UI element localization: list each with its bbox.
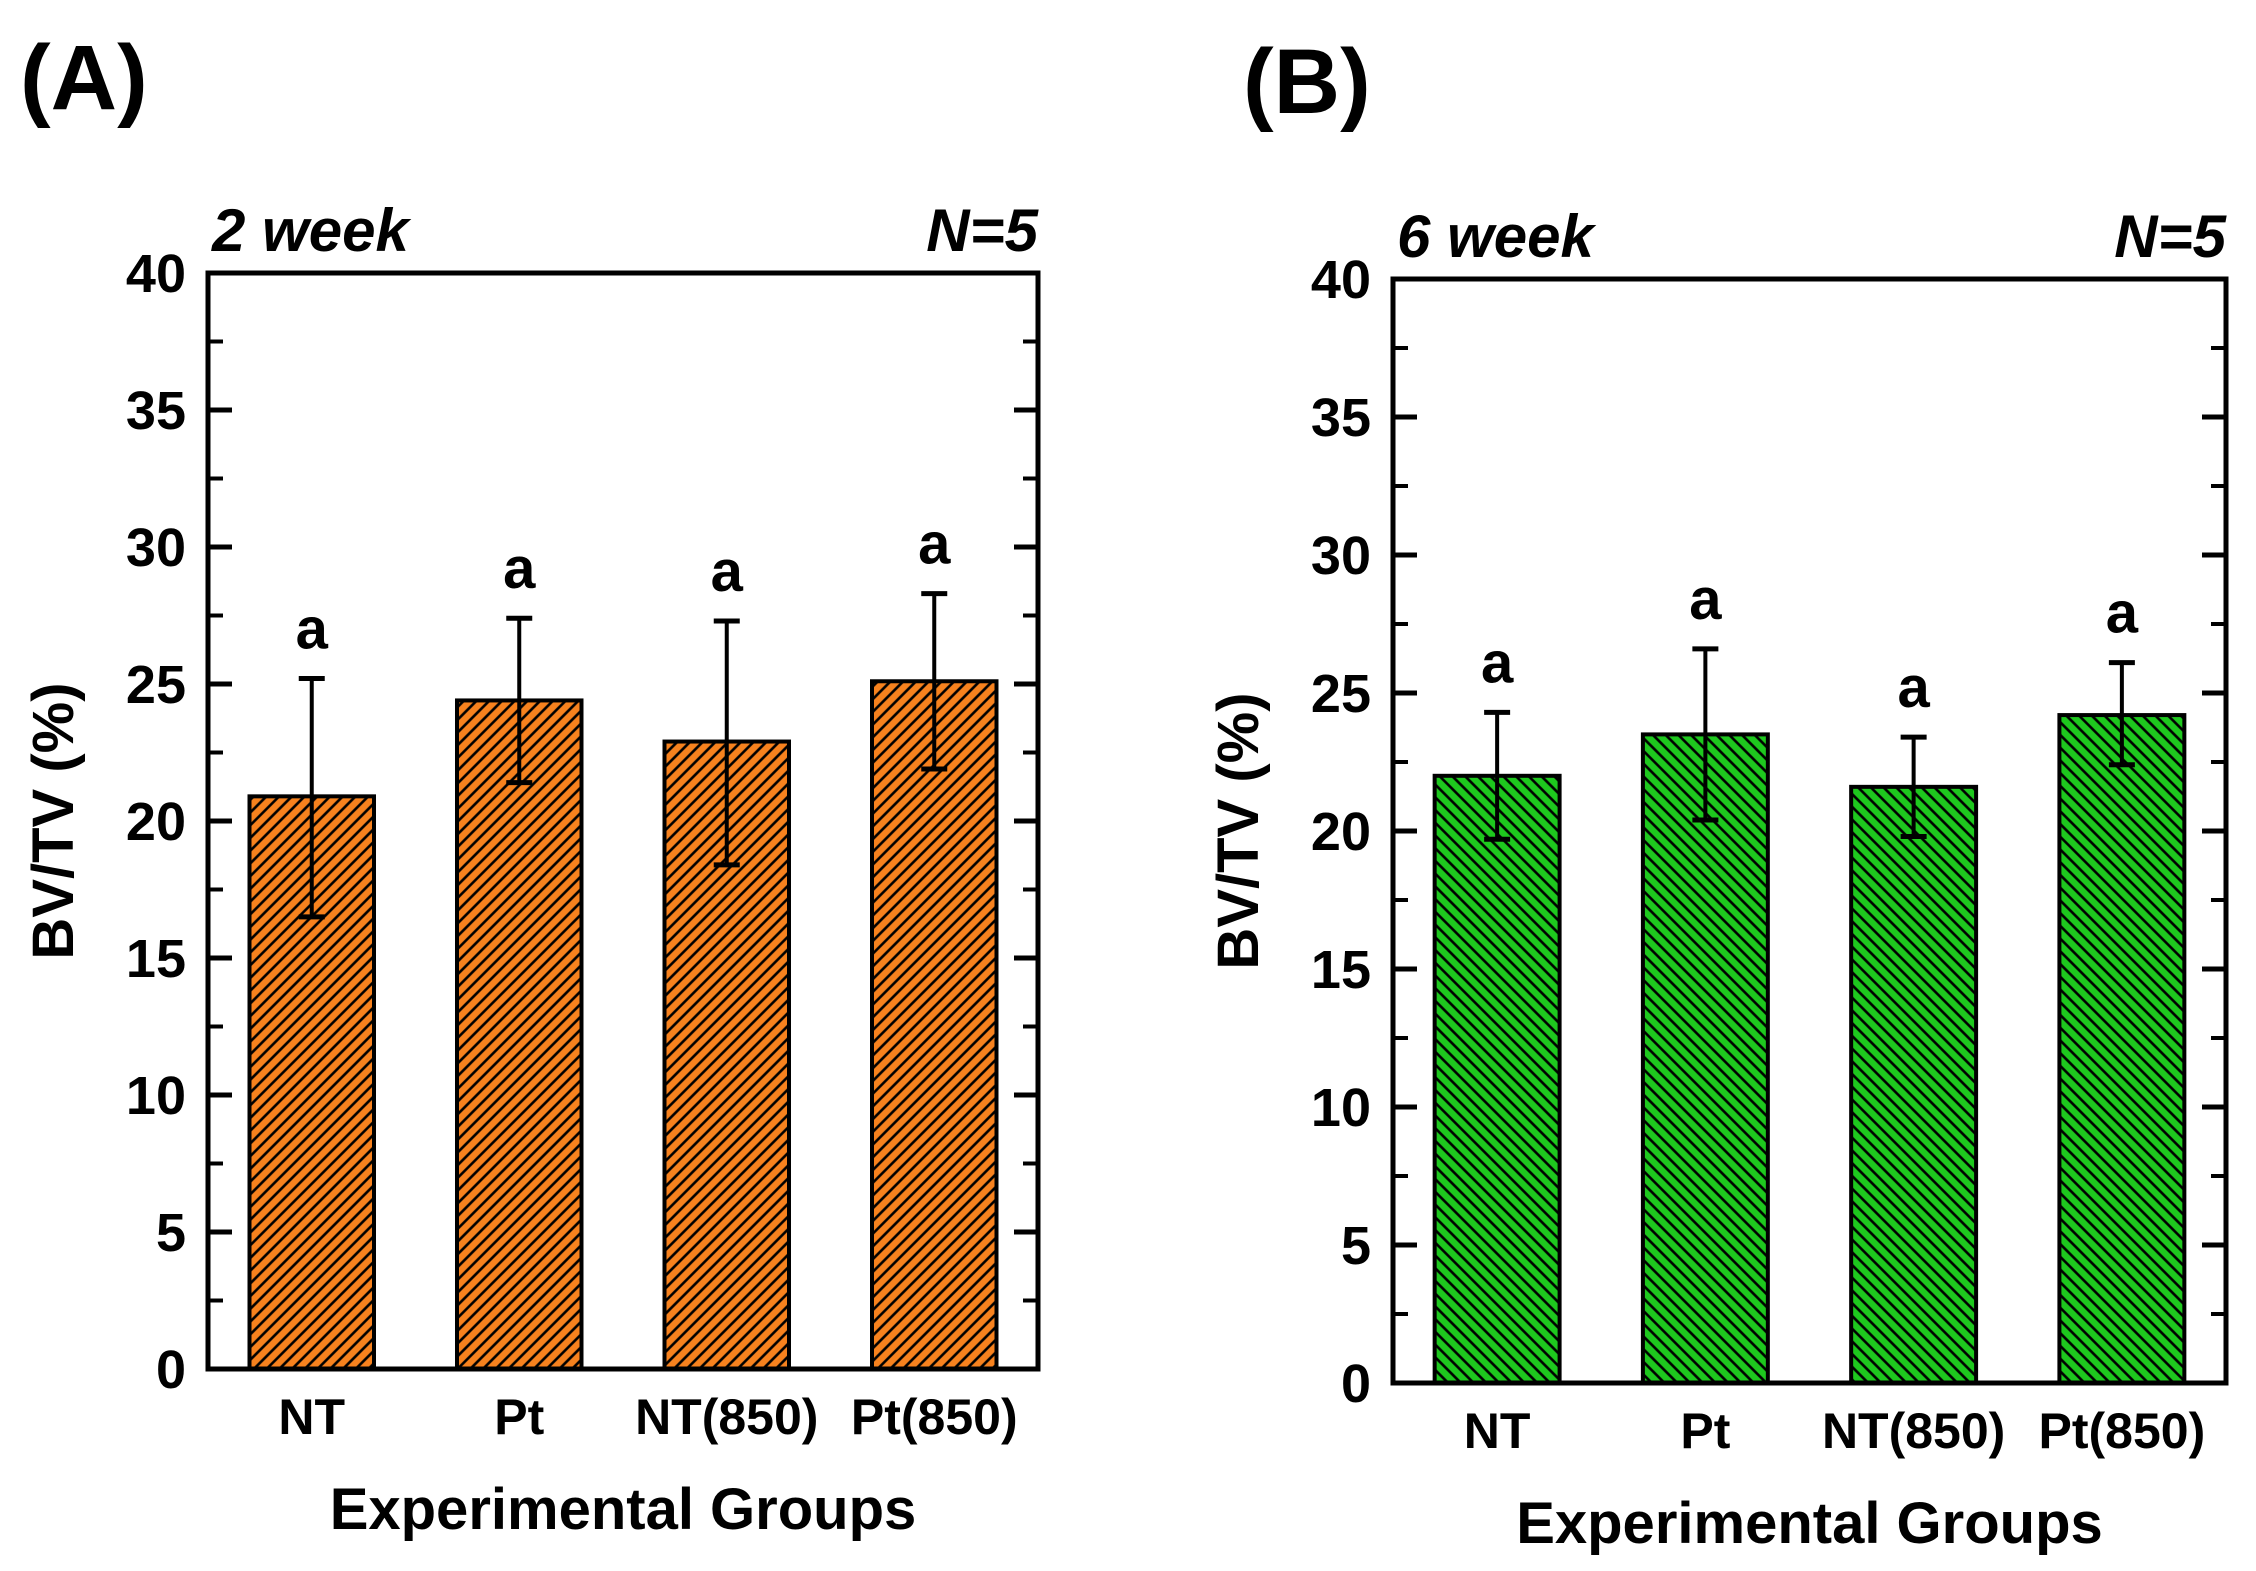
y-tick-label: 40 xyxy=(126,244,186,304)
category-label: NT(850) xyxy=(635,1389,818,1445)
error-bar xyxy=(1692,646,1719,823)
panel-b-chart: a NT a Pt a NT(850) a Pt(850) 0 5 10 15 20 25 30 35 40 6 … xyxy=(1206,203,2229,1556)
y-tick-label: 20 xyxy=(126,792,186,852)
error-bar xyxy=(921,591,948,772)
category-label: Pt(850) xyxy=(2039,1403,2206,1459)
bar-group-Pt: a Pt xyxy=(1640,567,1770,1459)
y-tick-label: 10 xyxy=(1311,1078,1371,1138)
bar-hatch xyxy=(872,681,997,1369)
error-bar xyxy=(298,676,325,920)
category-label: Pt xyxy=(1680,1403,1730,1459)
category-label: Pt xyxy=(494,1389,544,1445)
y-tick-label: 15 xyxy=(126,929,186,989)
bar-hatch xyxy=(1642,734,1768,1383)
plot-(A): a NT a Pt a NT(850) a Pt(850) 0 5 10 15 20 25 30 35 40 2 … xyxy=(21,197,1041,1542)
sig-letter: a xyxy=(296,597,329,662)
category-label: NT xyxy=(1464,1403,1531,1459)
sig-letter: a xyxy=(1689,567,1722,632)
n-label: N=5 xyxy=(926,197,1039,264)
bar-group-NT: a NT xyxy=(1432,630,1562,1459)
y-tick-label: 30 xyxy=(126,518,186,578)
n-label: N=5 xyxy=(2114,203,2227,270)
y-tick-label: 20 xyxy=(1311,802,1371,862)
y-axis-ticks: 0 5 10 15 20 25 30 35 40 xyxy=(1311,250,2224,1414)
category-label: NT xyxy=(278,1389,345,1445)
y-tick-label: 30 xyxy=(1311,526,1371,586)
y-axis-label: BV/TV (%) xyxy=(21,682,86,959)
bar-hatch xyxy=(1851,786,1977,1383)
bar-hatch xyxy=(2059,715,2185,1383)
y-tick-label: 10 xyxy=(126,1066,186,1126)
bar-group-NT(850): a NT(850) xyxy=(635,539,818,1445)
x-axis-label: Experimental Groups xyxy=(1516,1491,2103,1556)
y-tick-label: 5 xyxy=(156,1203,186,1263)
y-tick-label: 5 xyxy=(1341,1216,1371,1276)
panel-b-letter: (B) xyxy=(1243,31,1371,133)
x-axis-label: Experimental Groups xyxy=(330,1477,917,1542)
y-axis-ticks: 0 5 10 15 20 25 30 35 40 xyxy=(126,244,1036,1400)
sig-letter: a xyxy=(1481,630,1514,695)
plot-frame xyxy=(205,270,1041,1372)
y-tick-label: 0 xyxy=(156,1340,186,1400)
panel-a-letter: (A) xyxy=(20,27,148,129)
sig-letter: a xyxy=(918,512,951,577)
bar-hatch xyxy=(1434,775,1560,1383)
category-label: Pt(850) xyxy=(851,1389,1018,1445)
panel-title: 2 week xyxy=(211,197,411,264)
error-bar xyxy=(713,618,740,868)
panel-a-chart: a NT a Pt a NT(850) a Pt(850) 0 5 10 15 20 25 30 35 40 2 … xyxy=(21,197,1041,1542)
error-bar xyxy=(1900,734,1927,840)
bar-group-NT(850): a NT(850) xyxy=(1822,655,2005,1459)
y-tick-label: 0 xyxy=(1341,1354,1371,1414)
sig-letter: a xyxy=(1897,655,1930,720)
error-bar xyxy=(1484,709,1511,842)
plot-(B): a NT a Pt a NT(850) a Pt(850) 0 5 10 15 20 25 30 35 40 6 … xyxy=(1206,203,2229,1556)
bar-group-NT: a NT xyxy=(247,597,376,1445)
y-tick-label: 35 xyxy=(1311,388,1371,448)
y-tick-label: 25 xyxy=(1311,664,1371,724)
bar-group-Pt(850): a Pt(850) xyxy=(851,512,1018,1445)
sig-letter: a xyxy=(2106,581,2139,646)
panel-title: 6 week xyxy=(1397,203,1596,270)
y-tick-label: 15 xyxy=(1311,940,1371,1000)
error-bar xyxy=(506,615,533,786)
y-tick-label: 35 xyxy=(126,381,186,441)
y-tick-label: 25 xyxy=(126,655,186,715)
y-axis-label: BV/TV (%) xyxy=(1206,692,1271,969)
y-tick-label: 40 xyxy=(1311,250,1371,310)
sig-letter: a xyxy=(503,536,536,601)
plot-frame xyxy=(1390,276,2229,1386)
bar-group-Pt(850): a Pt(850) xyxy=(2039,581,2206,1459)
sig-letter: a xyxy=(711,539,744,604)
category-label: NT(850) xyxy=(1822,1403,2005,1459)
bar-hatch xyxy=(457,700,582,1369)
error-bar xyxy=(2108,660,2135,768)
bar-group-Pt: a Pt xyxy=(455,536,584,1445)
